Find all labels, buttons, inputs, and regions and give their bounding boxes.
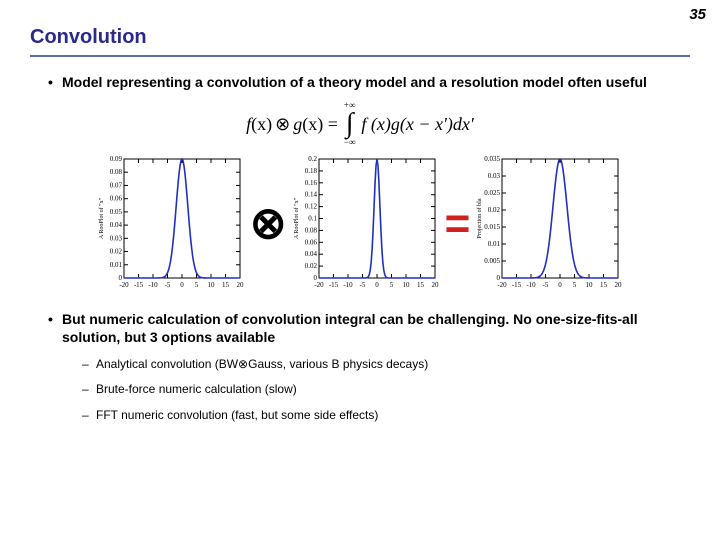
bullet-2-text: But numeric calculation of convolution i… (62, 311, 638, 345)
svg-text:5: 5 (194, 281, 198, 289)
svg-text:0.16: 0.16 (304, 179, 317, 187)
chart-2: -20 -15 -10 -5 0 5 10 15 20 0 0.02 0.04 0.06 0.08 0.1 0… (291, 151, 441, 296)
svg-text:0.01: 0.01 (109, 261, 122, 269)
formula-rhs: f (x)g(x − x′)dx′ (361, 114, 473, 135)
svg-text:15: 15 (417, 281, 425, 289)
formula-farg: (x) (251, 114, 272, 135)
svg-text:-15: -15 (328, 281, 338, 289)
page-number: 35 (689, 6, 706, 23)
bullet-1: Model representing a convolution of a th… (48, 73, 690, 91)
svg-text:Projection of bla: Projection of bla (476, 198, 483, 238)
svg-text:0.08: 0.08 (304, 227, 317, 235)
sub-bullet-list: Analytical convolution (BW⊗Gauss, variou… (62, 357, 690, 424)
svg-text:0: 0 (559, 281, 563, 289)
chart-1: -20 -15 -10 -5 0 5 10 15 20 0 0.01 0.02 0.03 0.04 0.05… (96, 151, 246, 296)
svg-text:0.03: 0.03 (488, 172, 501, 180)
svg-text:-20: -20 (314, 281, 324, 289)
svg-text:0.025: 0.025 (485, 189, 501, 197)
svg-text:-5: -5 (359, 281, 365, 289)
svg-text:0.015: 0.015 (485, 223, 501, 231)
svg-text:0.18: 0.18 (304, 167, 317, 175)
svg-text:10: 10 (207, 281, 215, 289)
bullet-list-2: But numeric calculation of convolution i… (30, 310, 690, 423)
svg-text:0.04: 0.04 (109, 221, 122, 229)
svg-text:-20: -20 (498, 281, 508, 289)
bullet-list: Model representing a convolution of a th… (30, 73, 690, 91)
integral-symbol: +∞ ∫ −∞ (344, 101, 356, 147)
svg-text:20: 20 (615, 281, 623, 289)
svg-text:0.2: 0.2 (308, 155, 317, 163)
chart-3: -20 -15 -10 -5 0 5 10 15 20 0 0.005 0.01 0.015 0.02 0.… (474, 151, 624, 296)
svg-text:0.08: 0.08 (109, 168, 122, 176)
svg-text:-15: -15 (134, 281, 144, 289)
sub-bullet-2: Brute-force numeric calculation (slow) (82, 382, 690, 398)
svg-text:-5: -5 (543, 281, 549, 289)
svg-text:-10: -10 (527, 281, 537, 289)
svg-text:0.14: 0.14 (304, 191, 317, 199)
svg-text:0.12: 0.12 (304, 203, 317, 211)
svg-text:0: 0 (313, 274, 317, 282)
conv-operator-icon: ⊗ (250, 202, 287, 246)
svg-text:0.02: 0.02 (488, 206, 501, 214)
svg-text:0: 0 (180, 281, 184, 289)
svg-text:0.05: 0.05 (109, 208, 122, 216)
svg-text:0: 0 (497, 274, 501, 282)
bullet-2: But numeric calculation of convolution i… (48, 310, 690, 423)
svg-text:5: 5 (389, 281, 393, 289)
chart-row: -20 -15 -10 -5 0 5 10 15 20 0 0.01 0.02 0.03 0.04 0.05… (30, 151, 690, 296)
svg-text:0.02: 0.02 (304, 262, 317, 270)
svg-text:0.04: 0.04 (304, 250, 317, 258)
formula-otimes: ⊗ (275, 114, 290, 135)
sub-bullet-1: Analytical convolution (BW⊗Gauss, variou… (82, 357, 690, 373)
svg-text:0.07: 0.07 (109, 182, 122, 190)
convolution-formula: f (x) ⊗ g (x) = +∞ ∫ −∞ f (x)g(x − x′)dx… (30, 101, 690, 147)
svg-text:0.06: 0.06 (109, 195, 122, 203)
svg-text:5: 5 (573, 281, 577, 289)
equals-operator-icon: = (445, 202, 471, 246)
svg-text:-5: -5 (164, 281, 170, 289)
svg-text:-10: -10 (343, 281, 353, 289)
svg-text:0.02: 0.02 (109, 248, 122, 256)
svg-text:0: 0 (118, 274, 122, 282)
formula-g: g (293, 114, 302, 135)
svg-text:A RooPlot of "x": A RooPlot of "x" (293, 198, 300, 240)
formula-garg: (x) = (302, 114, 338, 135)
svg-text:-10: -10 (148, 281, 158, 289)
sub-bullet-3: FFT numeric convolution (fast, but some … (82, 408, 690, 424)
svg-text:10: 10 (402, 281, 410, 289)
svg-text:-15: -15 (512, 281, 522, 289)
svg-text:0.035: 0.035 (485, 155, 501, 163)
svg-text:15: 15 (600, 281, 608, 289)
svg-text:0.005: 0.005 (485, 257, 501, 265)
slide-title: Convolution (30, 26, 690, 57)
svg-text:10: 10 (586, 281, 594, 289)
svg-text:0.1: 0.1 (308, 215, 317, 223)
lower-limit: −∞ (344, 138, 356, 147)
svg-text:0: 0 (375, 281, 379, 289)
svg-text:15: 15 (222, 281, 230, 289)
svg-text:0.06: 0.06 (304, 238, 317, 246)
svg-text:0.01: 0.01 (488, 240, 501, 248)
svg-text:20: 20 (236, 281, 244, 289)
svg-text:-20: -20 (119, 281, 129, 289)
svg-text:20: 20 (431, 281, 439, 289)
svg-text:0.03: 0.03 (109, 235, 122, 243)
svg-text:0.09: 0.09 (109, 155, 122, 163)
svg-text:A RooPlot of "x": A RooPlot of "x" (98, 198, 105, 240)
